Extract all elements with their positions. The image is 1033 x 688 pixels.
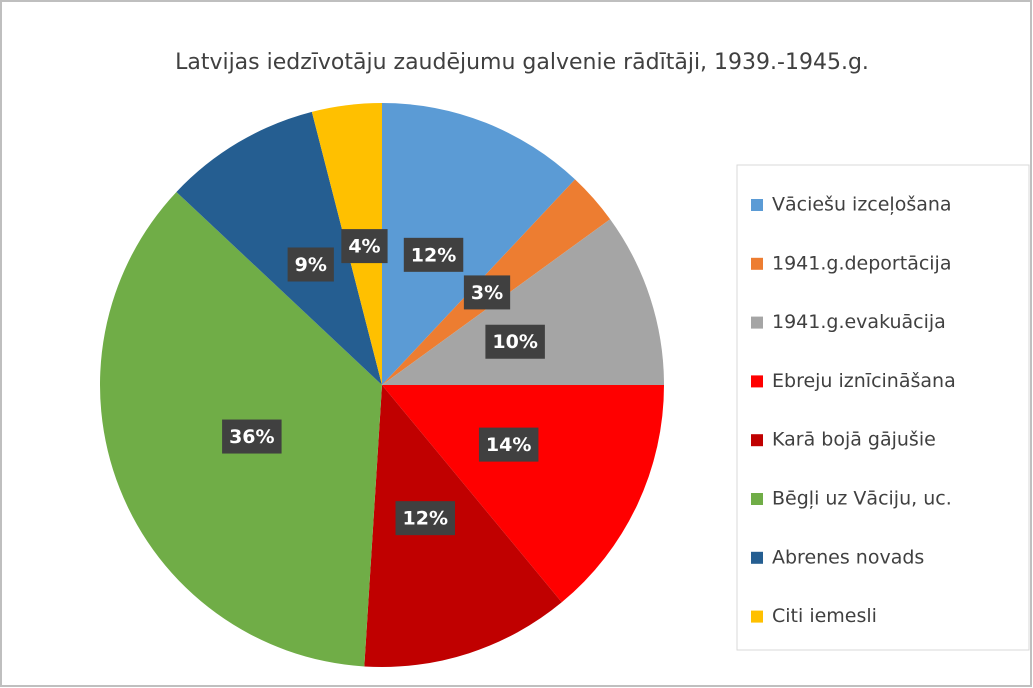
pie-slice xyxy=(364,385,562,667)
data-label: 36% xyxy=(229,426,274,448)
legend-label: Karā bojā gājušie xyxy=(772,429,936,451)
legend-label: 1941.g.deportācija xyxy=(772,252,951,274)
data-label-box xyxy=(463,275,511,310)
data-label-box xyxy=(485,324,545,359)
legend-label: Ebreju iznīcināšana xyxy=(772,370,956,392)
legend-label: Vāciešu izceļošana xyxy=(772,194,952,216)
pie-slice xyxy=(382,103,576,385)
data-label: 4% xyxy=(348,236,380,258)
legend-swatch xyxy=(751,434,763,447)
legend-swatch xyxy=(751,375,763,388)
legend-swatch xyxy=(751,493,763,505)
legend-label: 1941.g.evakuācija xyxy=(772,311,946,333)
data-label-box xyxy=(403,237,464,272)
data-label: 12% xyxy=(411,244,456,266)
pie-slice xyxy=(382,219,664,385)
pie-slice xyxy=(176,111,382,385)
legend-label: Abrenes novads xyxy=(772,546,924,568)
data-label: 12% xyxy=(403,508,448,530)
data-label-box xyxy=(478,427,539,462)
legend-label: Bēgļi uz Vāciju, uc. xyxy=(772,488,952,510)
legend-swatch xyxy=(751,610,763,623)
data-label: 10% xyxy=(492,331,537,353)
data-label-box xyxy=(222,419,282,454)
legend-swatch xyxy=(751,316,763,329)
data-label: 14% xyxy=(486,434,531,456)
data-label: 3% xyxy=(471,282,503,304)
legend-swatch xyxy=(751,199,763,211)
data-label-box xyxy=(287,247,334,282)
legend-box xyxy=(736,164,1030,651)
legend-swatch xyxy=(751,257,763,270)
data-label: 9% xyxy=(295,254,327,276)
chart-title: Latvijas iedzīvotāju zaudējumu galvenie … xyxy=(175,50,869,75)
legend-label: Citi iemesli xyxy=(772,605,877,627)
pie-slice xyxy=(382,385,664,603)
data-label-box xyxy=(341,229,388,264)
legend-swatch xyxy=(751,551,763,564)
data-label-box xyxy=(395,501,456,536)
